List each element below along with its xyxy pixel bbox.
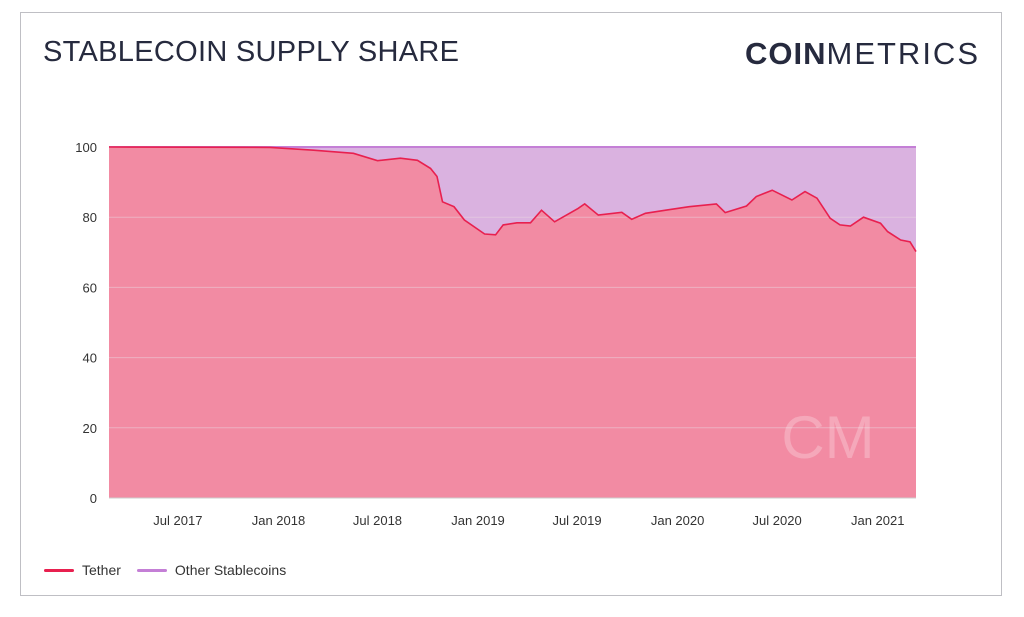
y-tick-label: 60 [83,280,97,295]
logo-bold: COIN [745,36,827,71]
legend-swatch-other-stablecoins [136,568,167,572]
legend-swatch-tether [44,568,74,572]
chart-frame [20,12,1002,596]
other-stablecoins-area [109,147,916,252]
x-tick-label: Jan 2020 [651,513,705,528]
y-tick-label: 0 [90,491,97,506]
x-tick-label: Jul 2019 [552,513,601,528]
logo-light: METRICS [826,36,980,71]
y-tick-label: 100 [75,140,97,155]
x-tick-label: Jan 2019 [451,513,505,528]
legend-label-tether: Tether [82,562,121,578]
tether-area [109,147,916,498]
tether-line [108,146,917,253]
x-tick-label: Jan 2021 [851,513,905,528]
legend-item-other-stablecoins[interactable]: Other Stablecoins [136,562,287,578]
coinmetrics-logo: COINMETRICS [745,36,980,72]
chart-title: STABLECOIN SUPPLY SHARE [43,36,460,68]
x-tick-label: Jul 2020 [753,513,802,528]
legend-label-other-stablecoins: Other Stablecoins [174,562,287,578]
legend: Tether Other Stablecoins [44,562,286,578]
x-tick-label: Jan 2018 [252,513,306,528]
legend-item-tether[interactable]: Tether [44,562,121,578]
y-tick-label: 40 [83,351,97,366]
x-tick-label: Jul 2017 [153,513,202,528]
watermark: CM [781,404,874,471]
y-tick-label: 20 [83,421,97,436]
y-tick-label: 80 [83,210,97,225]
x-tick-label: Jul 2018 [353,513,402,528]
